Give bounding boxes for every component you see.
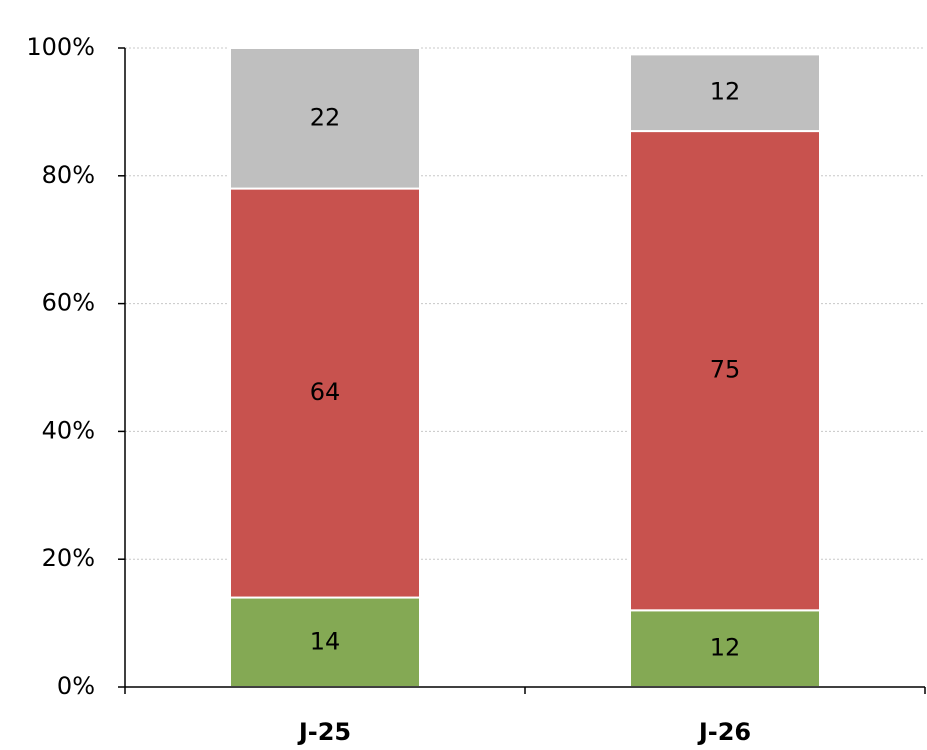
y-tick-label: 40%	[42, 416, 95, 444]
x-tick-label: J-25	[297, 718, 351, 746]
data-label: 14	[310, 627, 341, 655]
y-tick-label: 20%	[42, 544, 95, 572]
data-label: 64	[310, 378, 341, 406]
data-label: 12	[710, 634, 741, 662]
data-label: 12	[710, 78, 741, 106]
y-tick-label: 100%	[26, 33, 95, 61]
x-tick-label: J-26	[697, 718, 751, 746]
y-tick-label: 60%	[42, 289, 95, 317]
bar-segment	[629, 53, 821, 133]
y-tick-label: 0%	[57, 672, 95, 700]
y-tick-label: 80%	[42, 161, 95, 189]
data-label: 22	[310, 103, 341, 131]
data-label: 75	[710, 356, 741, 384]
bar-segment	[229, 47, 421, 190]
